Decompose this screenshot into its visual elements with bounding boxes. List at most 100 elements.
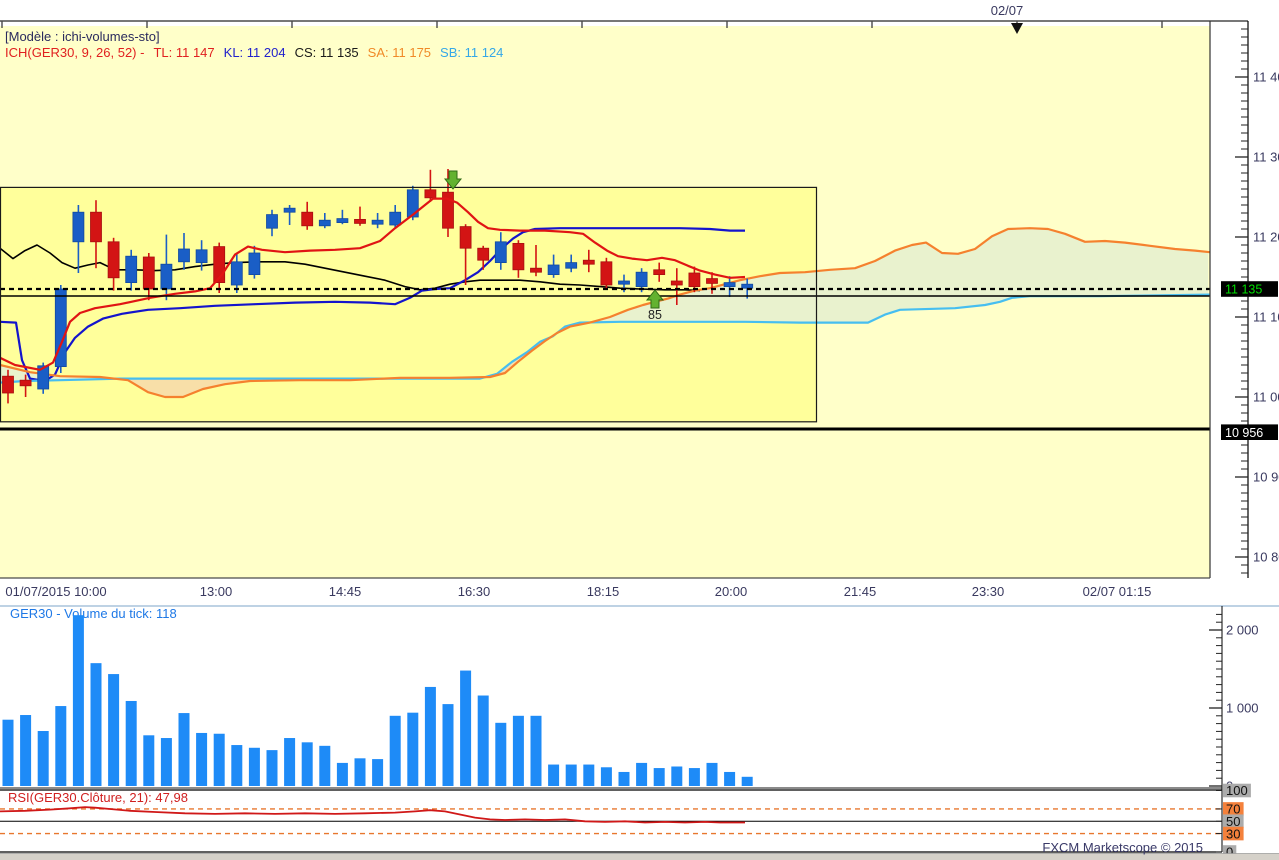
indicator-part: TL: 11 147 <box>153 45 215 60</box>
volume-bars <box>2 615 753 786</box>
x-axis-label: 13:00 <box>200 584 233 599</box>
candle-body <box>178 248 190 263</box>
volume-bar <box>706 762 718 786</box>
rsi-axis-label: 30 <box>1226 826 1240 841</box>
volume-bar <box>213 733 225 786</box>
rsi-axis-label-badge <box>1223 826 1244 841</box>
candle-body <box>107 241 120 279</box>
volume-bar <box>178 713 190 786</box>
rsi-axis-label: 70 <box>1226 802 1240 817</box>
volume-bar <box>37 731 49 786</box>
candle-body <box>125 255 138 284</box>
volume-bar <box>372 759 384 786</box>
candle-body <box>283 207 296 213</box>
top-date-label: 02/07 <box>991 3 1024 18</box>
price-axis-label: 10 900 <box>1253 470 1279 485</box>
candle-body <box>442 191 454 229</box>
candle-body <box>248 252 261 276</box>
volume-bar <box>407 712 419 786</box>
candle-body <box>582 259 595 265</box>
x-axis-label: 02/07 01:15 <box>1083 584 1152 599</box>
tenkan-line <box>0 197 746 371</box>
volume-bar <box>460 670 472 786</box>
buy-signal-arrow-icon: 85 <box>645 289 665 322</box>
volume-bar <box>354 758 366 786</box>
volume-bar <box>741 776 753 786</box>
candle-body <box>477 247 490 261</box>
x-axis-label: 21:45 <box>844 584 877 599</box>
volume-bar <box>688 768 700 786</box>
volume-bar <box>319 745 331 786</box>
volume-bar <box>636 762 648 786</box>
volume-bar <box>548 764 560 786</box>
volume-bar <box>336 762 348 786</box>
indicator-part: KL: 11 204 <box>223 45 286 60</box>
indicator-part: ICH(GER30, 9, 26, 52) - <box>5 45 145 60</box>
x-axis-label: 01/07/2015 10:00 <box>5 584 106 599</box>
indicator-values-line: ICH(GER30, 9, 26, 52) - TL: 11 147 KL: 11 … <box>5 45 512 60</box>
candle-body <box>301 211 314 227</box>
volume-bar <box>565 764 577 786</box>
candle-body <box>670 280 683 286</box>
candle-body <box>494 241 507 264</box>
x-axis-label: 14:45 <box>329 584 362 599</box>
volume-bar <box>653 768 665 786</box>
sell-signal-arrow-icon <box>443 170 463 190</box>
candle-body <box>37 365 50 390</box>
candle-body <box>266 214 278 229</box>
price-axis-label: 11 000 <box>1253 390 1279 405</box>
volume-bar <box>442 704 454 786</box>
volume-bar <box>671 766 683 786</box>
candle-body <box>318 219 331 227</box>
date-marker-icon <box>1011 23 1023 34</box>
candle-body <box>160 263 173 290</box>
volume-axis-label: 2 000 <box>1226 623 1259 638</box>
candle-body <box>19 379 32 387</box>
candle-body <box>54 288 67 367</box>
volume-bar <box>301 742 313 786</box>
candle-body <box>213 246 226 284</box>
copyright-label: FXCM Marketscope © 2015 <box>1042 840 1203 855</box>
volume-bar <box>600 767 612 786</box>
candle-body <box>354 218 366 224</box>
candle-body <box>459 226 472 249</box>
indicator-part: SA: 11 175 <box>367 45 432 60</box>
candle-body <box>72 211 85 243</box>
candle-body <box>142 256 155 290</box>
volume-bar <box>266 750 278 786</box>
candle-body <box>565 262 578 269</box>
rsi-axis-label: 50 <box>1226 814 1240 829</box>
candle-body <box>195 249 208 264</box>
arrow-value-label: 85 <box>648 308 662 322</box>
candle-body <box>723 282 736 288</box>
price-axis-label: 11 300 <box>1253 150 1279 165</box>
price-highlight-text: 10 956 <box>1225 426 1263 440</box>
volume-bar <box>248 747 260 786</box>
bottom-scrollbar[interactable] <box>0 853 1279 860</box>
price-axis-label: 11 200 <box>1253 230 1279 245</box>
chikou-line <box>0 244 701 292</box>
model-label: [Modèle : ichi-volumes-sto] <box>5 29 160 44</box>
x-axis-label: 16:30 <box>458 584 491 599</box>
x-axis-label: 18:15 <box>587 584 620 599</box>
rsi-axis-label: 100 <box>1226 783 1248 798</box>
volume-bar <box>477 695 489 786</box>
rsi-axis-label-badge <box>1223 802 1244 816</box>
candle-body <box>336 218 349 224</box>
volume-bar <box>495 722 507 786</box>
volume-bar <box>160 738 172 786</box>
candle-body <box>230 261 243 286</box>
volume-bar <box>196 732 208 786</box>
senkou-a-line <box>0 227 1211 399</box>
selection-box-border[interactable] <box>0 186 818 423</box>
candle-body <box>547 264 560 276</box>
volume-bar <box>284 738 296 786</box>
volume-bar <box>108 674 120 786</box>
rsi-panel-label: RSI(GER30.Clôture, 21): 47,98 <box>8 790 188 805</box>
volume-bar <box>72 615 84 786</box>
volume-bar <box>125 700 137 786</box>
candle-body <box>389 211 402 226</box>
x-axis-label: 20:00 <box>715 584 748 599</box>
